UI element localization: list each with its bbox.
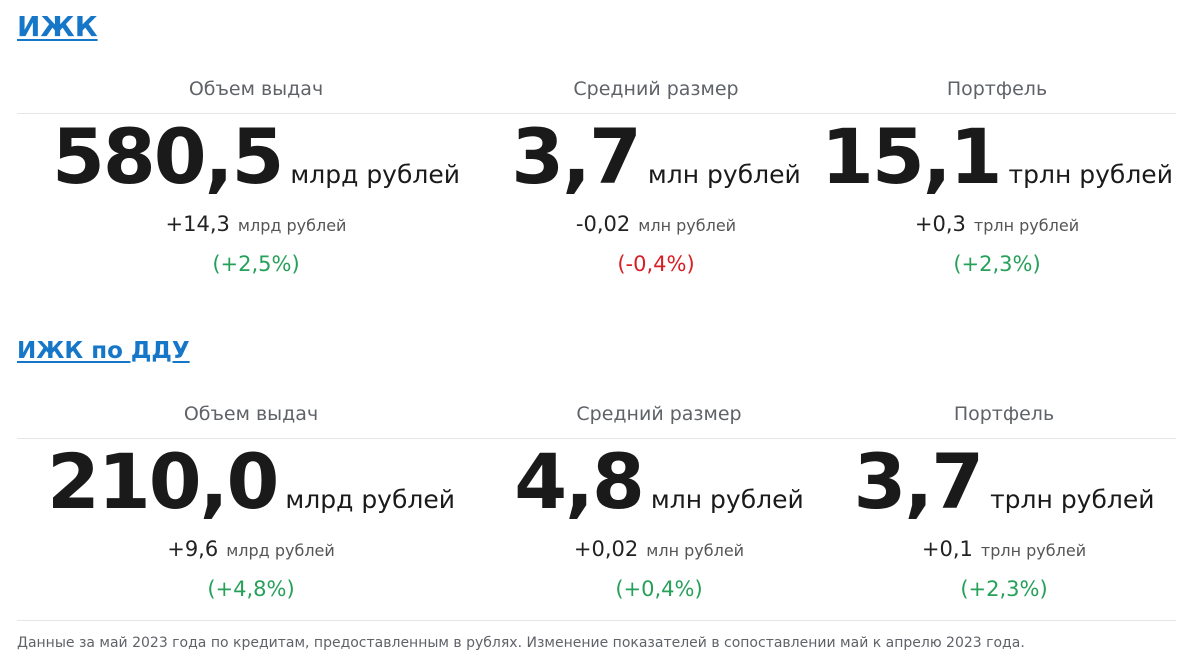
metric-value-portfolio: 3,7 [853, 437, 984, 526]
metric-value-volume: 210,0 [46, 437, 279, 526]
metric-value-average: 3,7 [511, 112, 642, 201]
metric-value-row: 580,5 млрд рублей [36, 112, 476, 201]
metric-delta: +0,1 [921, 537, 973, 561]
metric-delta-row: +0,1 трлн рублей [804, 537, 1200, 561]
metric-delta-unit: трлн рублей [973, 216, 1080, 235]
metric-label-volume: Объем выдач [183, 403, 319, 425]
metric-pct-change: (+0,4%) [615, 577, 703, 601]
metric-label-volume: Объем выдач [188, 78, 324, 100]
metric-delta-unit: млн рублей [646, 541, 745, 560]
metric-delta: +14,3 [165, 212, 230, 236]
metric-delta-row: +14,3 млрд рублей [56, 212, 456, 236]
section-title-izhk[interactable]: ИЖК [17, 10, 98, 43]
metric-value-row: 15,1 трлн рублей [777, 112, 1200, 201]
metric-pct-change: (+2,3%) [953, 252, 1041, 276]
metric-unit: трлн рублей [1008, 160, 1173, 189]
metric-unit: трлн рублей [990, 485, 1155, 514]
metric-value-average: 4,8 [514, 437, 645, 526]
metric-value-row: 210,0 млрд рублей [31, 437, 471, 526]
metric-pct-change: (+2,3%) [960, 577, 1048, 601]
divider [17, 620, 1176, 621]
metric-delta-row: -0,02 млн рублей [456, 212, 856, 236]
metric-delta-row: +0,02 млн рублей [459, 537, 859, 561]
metric-label-average: Средний размер [573, 78, 739, 100]
metric-delta-unit: трлн рублей [980, 541, 1087, 560]
section-title-izhk-ddu[interactable]: ИЖК по ДДУ [17, 338, 190, 364]
footnote: Данные за май 2023 года по кредитам, пре… [17, 635, 1025, 651]
metric-delta-unit: млн рублей [638, 216, 737, 235]
metric-value-portfolio: 15,1 [821, 112, 1003, 201]
metric-pct-change: (-0,4%) [617, 252, 695, 276]
metric-delta: +0,3 [914, 212, 966, 236]
metric-unit: млн рублей [647, 160, 801, 189]
metric-delta-unit: млрд рублей [237, 216, 347, 235]
metric-value-row: 3,7 млн рублей [436, 112, 876, 201]
metric-unit: млрд рублей [290, 160, 461, 189]
metric-label-portfolio: Портфель [953, 403, 1055, 425]
metric-unit: млн рублей [650, 485, 804, 514]
divider [17, 113, 1176, 114]
metric-delta-unit: млрд рублей [226, 541, 335, 560]
metric-label-average: Средний размер [576, 403, 742, 425]
divider [17, 438, 1176, 439]
metric-delta-row: +9,6 млрд рублей [51, 537, 451, 561]
metric-pct-change: (+4,8%) [207, 577, 295, 601]
metric-value-row: 3,7 трлн рублей [784, 437, 1200, 526]
metric-delta: +0,02 [573, 537, 639, 561]
metric-delta-row: +0,3 трлн рублей [797, 212, 1197, 236]
metric-unit: млрд рублей [285, 485, 456, 514]
metric-pct-change: (+2,5%) [212, 252, 300, 276]
metric-value-row: 4,8 млн рублей [439, 437, 879, 526]
metric-value-volume: 580,5 [51, 112, 284, 201]
metric-delta: -0,02 [575, 212, 631, 236]
metric-label-portfolio: Портфель [946, 78, 1048, 100]
metric-delta: +9,6 [167, 537, 219, 561]
